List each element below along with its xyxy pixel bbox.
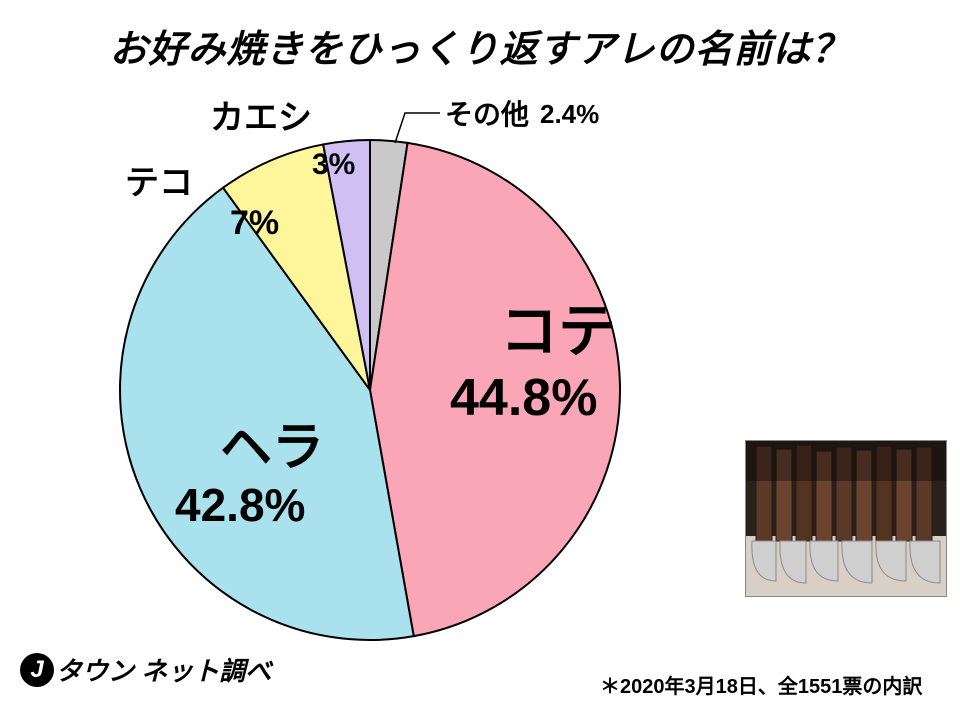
leader-line-other bbox=[0, 0, 960, 706]
source-logo: J タウン ネット調べ bbox=[20, 651, 271, 688]
logo-j-icon: J bbox=[20, 653, 54, 687]
inset-photo-spatulas bbox=[745, 440, 947, 597]
logo-text: タウン ネット調べ bbox=[56, 651, 271, 688]
footnote-text: ＊2020年3月18日、全1551票の内訳 bbox=[600, 670, 922, 699]
